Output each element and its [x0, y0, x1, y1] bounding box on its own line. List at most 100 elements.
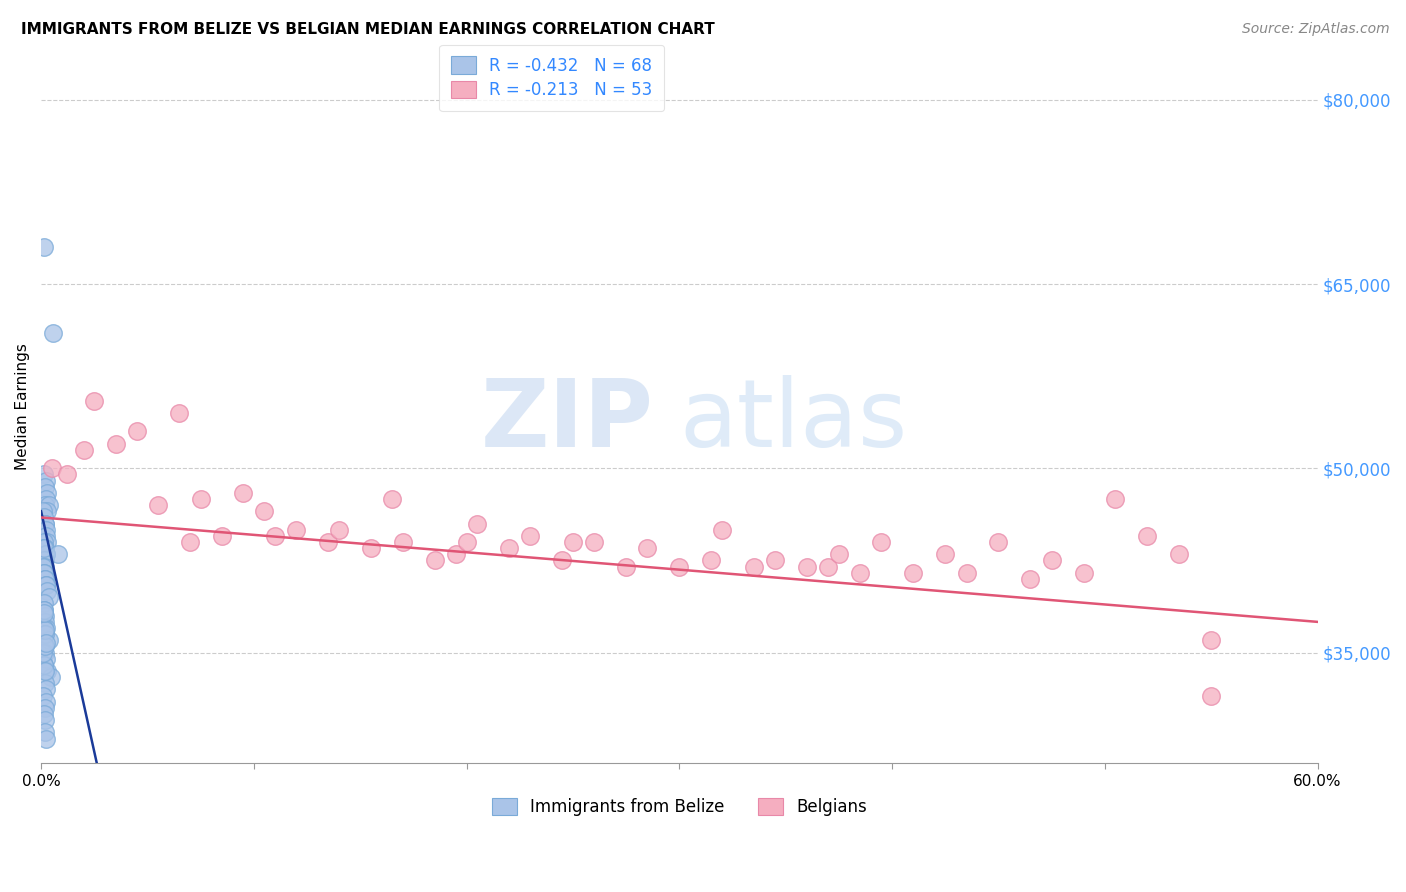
Point — [34, 624, 56, 638]
Point — [34, 559, 56, 574]
Point — [551, 553, 574, 567]
Point — [73, 442, 96, 457]
Point — [32, 640, 55, 654]
Point — [34, 664, 56, 678]
Point — [1168, 547, 1191, 561]
Point — [498, 541, 520, 556]
Point — [35, 636, 58, 650]
Point — [34, 607, 56, 621]
Point — [34, 640, 56, 654]
Point — [35, 621, 58, 635]
Point — [34, 516, 56, 531]
Point — [34, 553, 56, 567]
Point — [32, 504, 55, 518]
Point — [444, 547, 467, 561]
Point — [456, 535, 478, 549]
Point — [32, 467, 55, 482]
Point — [34, 713, 56, 727]
Point — [1040, 553, 1063, 567]
Point — [55, 467, 77, 482]
Point — [1199, 633, 1222, 648]
Text: Source: ZipAtlas.com: Source: ZipAtlas.com — [1241, 22, 1389, 37]
Point — [32, 689, 55, 703]
Point — [37, 664, 59, 678]
Text: atlas: atlas — [679, 376, 907, 467]
Point — [190, 491, 212, 506]
Point — [562, 535, 585, 549]
Point — [903, 566, 925, 580]
Point — [1073, 566, 1095, 580]
Text: IMMIGRANTS FROM BELIZE VS BELGIAN MEDIAN EARNINGS CORRELATION CHART: IMMIGRANTS FROM BELIZE VS BELGIAN MEDIAN… — [21, 22, 714, 37]
Point — [34, 572, 56, 586]
Point — [34, 602, 56, 616]
Point — [35, 504, 58, 518]
Point — [35, 578, 58, 592]
Point — [1199, 689, 1222, 703]
Point — [849, 566, 872, 580]
Point — [32, 657, 55, 672]
Point — [934, 547, 956, 561]
Point — [37, 535, 59, 549]
Point — [32, 535, 55, 549]
Text: ZIP: ZIP — [481, 376, 654, 467]
Point — [253, 504, 276, 518]
Point — [34, 621, 56, 635]
Point — [34, 725, 56, 739]
Point — [519, 529, 541, 543]
Point — [35, 695, 58, 709]
Point — [955, 566, 977, 580]
Point — [583, 535, 606, 549]
Point — [46, 547, 69, 561]
Point — [381, 491, 404, 506]
Point — [32, 597, 55, 611]
Point — [34, 480, 56, 494]
Point — [35, 547, 58, 561]
Point — [423, 553, 446, 567]
Point — [32, 706, 55, 721]
Point — [32, 566, 55, 580]
Point — [1019, 572, 1042, 586]
Point — [710, 523, 733, 537]
Point — [763, 553, 786, 567]
Point — [35, 682, 58, 697]
Point — [35, 491, 58, 506]
Point — [179, 535, 201, 549]
Point — [796, 559, 818, 574]
Point — [34, 240, 56, 254]
Point — [828, 547, 851, 561]
Point — [328, 523, 350, 537]
Point — [34, 627, 56, 641]
Point — [32, 541, 55, 556]
Point — [211, 529, 233, 543]
Point — [465, 516, 488, 531]
Point — [34, 510, 56, 524]
Point — [37, 486, 59, 500]
Point — [285, 523, 308, 537]
Point — [34, 498, 56, 512]
Point — [817, 559, 839, 574]
Point — [1136, 529, 1159, 543]
Point — [104, 436, 127, 450]
Point — [264, 529, 287, 543]
Point — [1104, 491, 1126, 506]
Point — [34, 566, 56, 580]
Point — [35, 529, 58, 543]
Point — [232, 486, 254, 500]
Point — [34, 646, 56, 660]
Point — [35, 523, 58, 537]
Point — [35, 731, 58, 746]
Point — [34, 572, 56, 586]
Point — [146, 498, 169, 512]
Point — [34, 553, 56, 567]
Point — [34, 541, 56, 556]
Point — [34, 701, 56, 715]
Point — [38, 498, 60, 512]
Point — [35, 651, 58, 665]
Point — [34, 657, 56, 672]
Point — [35, 578, 58, 592]
Point — [34, 615, 56, 629]
Point — [83, 393, 105, 408]
Point — [34, 541, 56, 556]
Point — [32, 646, 55, 660]
Point — [34, 608, 56, 623]
